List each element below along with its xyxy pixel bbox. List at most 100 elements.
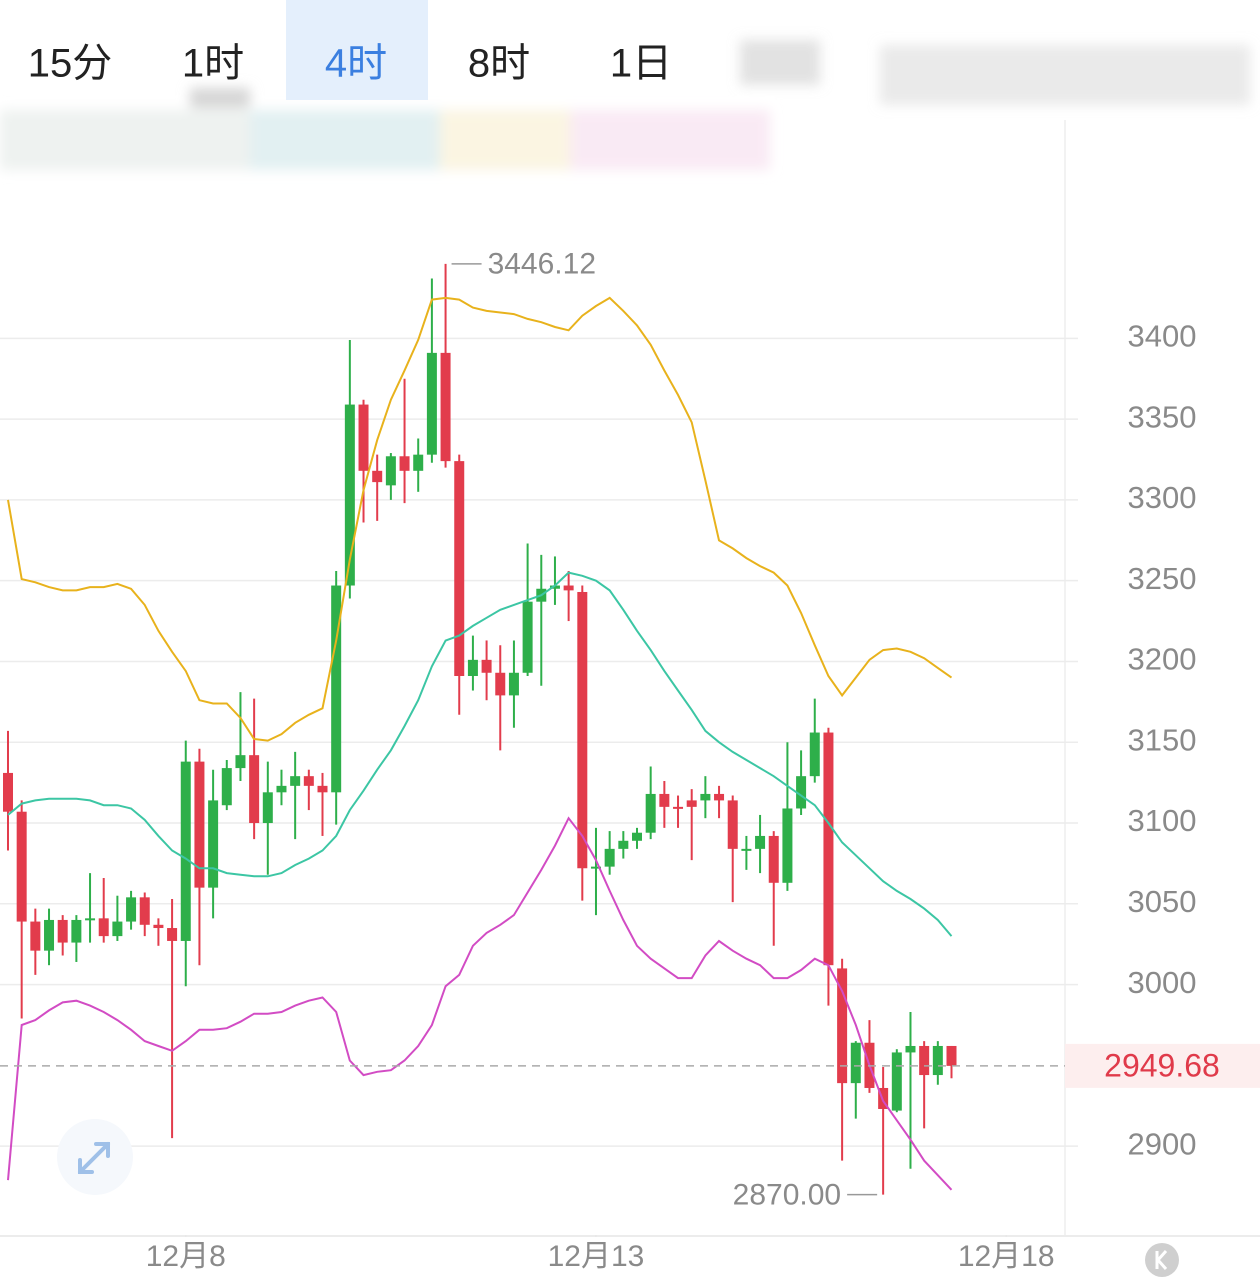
candle-body <box>481 659 492 673</box>
candle-body <box>44 919 55 951</box>
candle-body <box>700 793 711 801</box>
candle-body <box>563 585 574 591</box>
candle-body <box>850 1042 861 1084</box>
candle-body <box>577 591 588 869</box>
tab-bar: 15分 1时 4时 8时 1日 <box>0 0 1250 170</box>
y-tick-label: 3100 <box>1128 803 1197 838</box>
blur-block <box>570 110 770 170</box>
tab-label: 8时 <box>468 42 530 86</box>
y-tick-label: 3000 <box>1128 965 1197 1000</box>
candle-body <box>85 918 96 921</box>
candle-body <box>317 785 328 793</box>
candle-body <box>221 768 232 806</box>
x-tick-label: 12月8 <box>146 1240 226 1273</box>
candle-body <box>126 897 137 922</box>
candle-body <box>385 456 396 486</box>
candle-body <box>71 919 82 943</box>
candle-body <box>604 848 615 867</box>
tab[interactable]: 1时 <box>182 42 244 86</box>
tab-label: 4时 <box>325 42 387 86</box>
y-tick-label: 3400 <box>1128 319 1197 354</box>
candle-body <box>768 835 779 883</box>
tab[interactable]: 4时 <box>286 0 428 100</box>
y-tick-label: 2900 <box>1128 1126 1197 1161</box>
tab-label: 1日 <box>610 42 672 86</box>
candle-body <box>508 672 519 696</box>
band-line <box>7 296 953 742</box>
candle-body <box>454 461 465 676</box>
last-price-box <box>1065 1043 1260 1088</box>
candle-body <box>727 800 738 849</box>
candle-body <box>180 761 191 941</box>
candle-body <box>208 800 219 888</box>
candle-body <box>167 928 178 941</box>
extreme-label: 2870.00 <box>733 1179 841 1212</box>
candle-body <box>522 601 533 673</box>
blurred-header <box>0 40 1250 170</box>
candle-body <box>16 811 27 922</box>
candle-body <box>495 672 506 696</box>
expand-icon <box>78 1142 110 1174</box>
x-tick-label: 12月18 <box>958 1240 1055 1273</box>
tab-label: 15分 <box>28 42 113 86</box>
y-tick-label: 3150 <box>1128 722 1197 757</box>
y-tick-label: 3300 <box>1128 480 1197 515</box>
y-tick-label: 3250 <box>1128 561 1197 596</box>
blur-block <box>740 40 820 85</box>
tab-label: 1时 <box>182 42 244 86</box>
band-line <box>7 571 953 937</box>
candle-body <box>673 806 684 809</box>
candle-body <box>645 793 656 833</box>
candle-body <box>98 918 109 937</box>
candle-body <box>372 470 383 483</box>
candle-body <box>590 866 601 869</box>
blur-block <box>880 45 1250 105</box>
candle-body <box>249 755 260 824</box>
candle-body <box>741 848 752 851</box>
candle-body <box>344 404 355 586</box>
blur-block <box>0 110 260 170</box>
candle-body <box>809 732 820 777</box>
candle-body <box>932 1045 943 1076</box>
candle-body <box>796 776 807 809</box>
plot-area <box>0 120 1260 1237</box>
candle-body <box>632 832 643 841</box>
tab[interactable]: 1日 <box>610 42 672 86</box>
tab[interactable]: 15分 <box>28 42 113 86</box>
candle-body <box>153 924 164 929</box>
candles <box>2 263 957 1195</box>
y-tick-label: 3350 <box>1128 399 1197 434</box>
candle-body <box>413 454 424 471</box>
candle-body <box>919 1045 930 1076</box>
last-price-label: 2949.68 <box>1104 1047 1220 1083</box>
candle-body <box>714 793 725 801</box>
y-tick-label: 3050 <box>1128 884 1197 919</box>
button-bg <box>1145 1243 1179 1277</box>
candle-body <box>618 840 629 849</box>
candle-body <box>57 919 68 943</box>
candle-body <box>659 793 670 807</box>
candle-body <box>30 921 41 951</box>
fullscreen-button[interactable] <box>57 1119 133 1195</box>
candle-body <box>837 968 848 1084</box>
candle-body <box>467 659 478 676</box>
candle-body <box>782 808 793 883</box>
candle-body <box>194 761 205 888</box>
blur-block <box>190 88 250 108</box>
k-button[interactable] <box>1145 1243 1179 1277</box>
candle-body <box>399 456 410 471</box>
candle-body <box>235 755 246 769</box>
candle-body <box>262 792 273 824</box>
extreme-label: 3446.12 <box>488 248 596 281</box>
blur-block <box>440 110 570 170</box>
candle-body <box>358 404 369 471</box>
candle-body <box>112 921 123 937</box>
candle-body <box>823 732 834 966</box>
candle-body <box>426 352 437 455</box>
candle-body <box>290 776 301 786</box>
tab[interactable]: 8时 <box>468 42 530 86</box>
candle-body <box>905 1045 916 1053</box>
candle-body <box>440 352 451 462</box>
